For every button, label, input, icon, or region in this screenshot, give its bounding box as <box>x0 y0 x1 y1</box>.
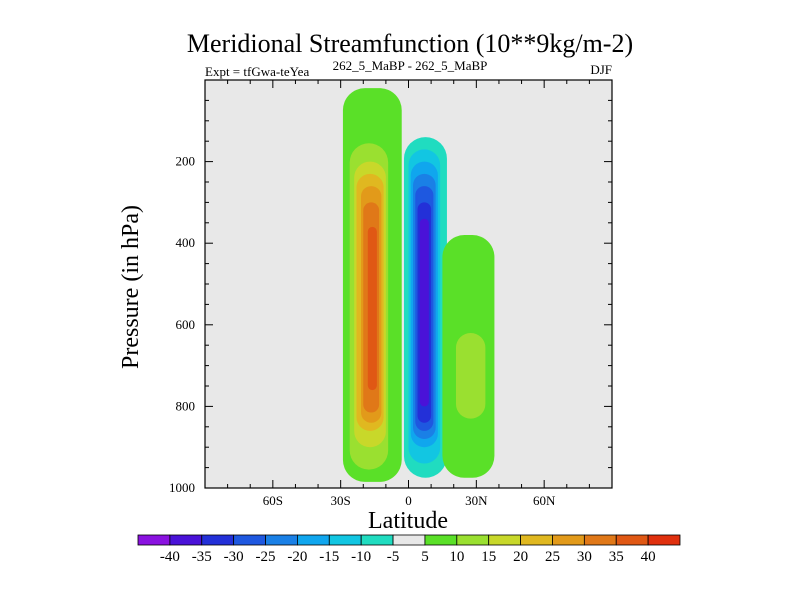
colorbar-swatch <box>392 534 426 546</box>
y-tick-label: 1000 <box>169 480 195 495</box>
southern-hemisphere-positive-cell-contour-35 <box>367 226 377 391</box>
colorbar-label: -15 <box>319 549 339 565</box>
subtitle-right: DJF <box>590 62 612 77</box>
x-tick-label: 30N <box>465 493 488 508</box>
y-tick-label: 400 <box>176 235 196 250</box>
equatorial-negative-cell-contour--35 <box>419 218 429 407</box>
colorbar-swatch <box>552 534 585 546</box>
colorbar-swatch <box>297 534 330 546</box>
colorbar-label: 40 <box>641 549 656 565</box>
colorbar-swatch <box>360 534 394 546</box>
colorbar-label: -40 <box>160 549 180 565</box>
colorbar-label: 30 <box>577 549 592 565</box>
colorbar-label: 5 <box>421 549 429 565</box>
colorbar-label: 20 <box>513 549 528 565</box>
colorbar-swatch <box>456 534 490 546</box>
colorbar-swatch <box>520 534 553 546</box>
x-tick-label: 30S <box>331 493 351 508</box>
colorbar-swatch <box>647 534 681 546</box>
colorbar-label: -10 <box>351 549 371 565</box>
colorbar: -40 -35 -30 -25 -20 -15 -10 -5 5 10 15 20 25 30 35 40 <box>137 534 681 565</box>
colorbar-swatch <box>583 534 617 546</box>
colorbar-label: 25 <box>545 549 560 565</box>
colorbar-label: -30 <box>224 549 244 565</box>
colorbar-label: 15 <box>481 549 496 565</box>
colorbar-swatch <box>265 534 298 546</box>
colorbar-label: 10 <box>449 549 464 565</box>
colorbar-label: -25 <box>256 549 276 565</box>
colorbar-swatch <box>615 534 649 546</box>
colorbar-swatch <box>233 534 266 546</box>
axes: 200 400 600 800 1000 60S 30S 0 30N 60N <box>169 79 613 508</box>
x-tick-label: 60S <box>263 493 283 508</box>
y-tick-label: 200 <box>176 154 196 169</box>
northern-positive-cell-contour-10 <box>455 332 486 419</box>
colorbar-label: -5 <box>387 549 400 565</box>
y-tick-label: 600 <box>176 317 196 332</box>
subtitle-center: 262_5_MaBP - 262_5_MaBP <box>333 58 488 73</box>
colorbar-swatch <box>424 534 458 546</box>
colorbar-label: -20 <box>287 549 307 565</box>
colorbar-label: -35 <box>192 549 212 565</box>
y-tick-label: 800 <box>176 398 196 413</box>
colorbar-label: 35 <box>609 549 624 565</box>
y-axis-label: Pressure (in hPa) <box>118 205 144 369</box>
x-tick-label: 0 <box>405 493 412 508</box>
subtitle-left: Expt = tfGwa-teYea <box>205 64 309 79</box>
x-tick-label: 60N <box>533 493 556 508</box>
chart-title: Meridional Streamfunction (10**9kg/m-2) <box>187 29 633 58</box>
plot-area <box>205 80 612 488</box>
x-axis-label: Latitude <box>368 508 448 534</box>
colorbar-swatch <box>169 534 203 546</box>
colorbar-swatch <box>201 534 235 546</box>
colorbar-swatch <box>488 534 521 546</box>
colorbar-swatch <box>137 534 171 546</box>
colorbar-swatch <box>328 534 362 546</box>
